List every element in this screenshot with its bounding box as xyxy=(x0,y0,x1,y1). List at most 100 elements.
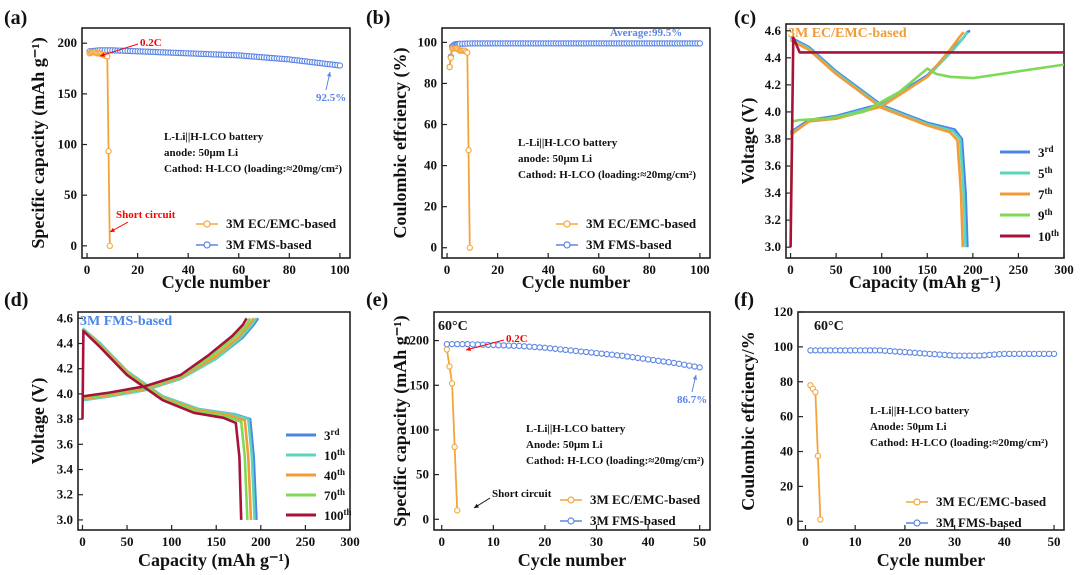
y-tick-label: 20 xyxy=(780,478,793,493)
data-point xyxy=(976,352,983,359)
battery-note: L-Li||H-LCO battery xyxy=(518,137,618,149)
data-point xyxy=(861,347,869,354)
data-point xyxy=(696,364,703,371)
data-point xyxy=(837,347,844,354)
data-point xyxy=(603,351,610,358)
data-point xyxy=(567,347,574,354)
data-point xyxy=(886,347,894,355)
legend-label: 3M EC/EMC-based xyxy=(590,492,701,507)
y-tick-label: 200 xyxy=(58,35,78,50)
data-point xyxy=(562,346,569,354)
data-point xyxy=(541,344,549,351)
y-tick-label: 150 xyxy=(410,377,430,392)
data-point xyxy=(1050,350,1058,358)
data-point xyxy=(986,351,993,359)
data-point xyxy=(443,341,451,348)
series-line xyxy=(446,349,459,511)
series-line xyxy=(448,42,700,68)
x-tick-label: 50 xyxy=(1048,534,1061,549)
series-line xyxy=(789,36,1064,248)
legend-label: 40th xyxy=(324,467,345,483)
y-tick-label: 100 xyxy=(774,339,794,354)
legend-label: 70th xyxy=(324,487,345,503)
y-tick-label: 200 xyxy=(410,333,430,348)
battery-note: L-Li||H-LCO battery xyxy=(870,405,970,417)
plot-frame xyxy=(797,311,1065,531)
legend-label: 3M FMS-based xyxy=(586,237,672,252)
x-tick-label: 40 xyxy=(998,534,1011,549)
x-axis-label: Cycle number xyxy=(518,550,626,570)
battery-note: Cathod: H-LCO (loading:≈20mg/cm²) xyxy=(164,163,342,175)
y-axis-label: Voltage (V) xyxy=(28,378,49,465)
data-point xyxy=(814,452,822,460)
data-point xyxy=(454,507,461,514)
y-tick-label: 100 xyxy=(410,422,430,437)
series-line xyxy=(82,317,252,399)
y-axis-label: Specific capacity (mAh g⁻¹) xyxy=(390,315,411,526)
data-point xyxy=(921,350,928,357)
y-tick-label: 50 xyxy=(64,187,77,202)
data-point xyxy=(598,350,605,357)
data-point xyxy=(876,347,884,354)
x-axis-label: Cycle number xyxy=(877,550,985,570)
data-point xyxy=(446,63,453,71)
data-point xyxy=(106,242,113,249)
battery-note: Cathod: H-LCO (loading:≈20mg/cm²) xyxy=(518,169,696,181)
y-axis-label: Coulombic effciency (%) xyxy=(390,48,411,239)
data-point xyxy=(1016,350,1023,358)
x-tick-label: 100 xyxy=(330,262,350,277)
x-tick-label: 30 xyxy=(590,534,603,549)
series-line xyxy=(789,63,1064,223)
x-axis-label: Cycle number xyxy=(522,272,630,292)
y-tick-label: 3.0 xyxy=(765,239,781,254)
data-point xyxy=(866,347,874,354)
data-point xyxy=(822,347,829,354)
data-point xyxy=(634,354,641,362)
y-tick-label: 20 xyxy=(424,199,437,214)
data-point xyxy=(991,351,998,358)
data-point xyxy=(593,349,600,357)
data-point xyxy=(459,341,466,348)
x-tick-label: 100 xyxy=(162,534,182,549)
legend-marker xyxy=(913,498,921,506)
data-point xyxy=(966,352,973,359)
panel-e: (e) 0 10 20 30 40 50 0 50 100 150 200 Cycle number Sp… xyxy=(366,289,711,570)
panel-title: 3M FMS-based xyxy=(80,314,172,329)
x-axis-label: Capacity (mAh g⁻¹) xyxy=(138,550,290,571)
x-tick-label: 0 xyxy=(438,534,445,549)
data-point xyxy=(896,348,904,355)
battery-note: Cathod: H-LCO (loading:≈20mg/cm²) xyxy=(870,437,1048,449)
y-tick-label: 3.4 xyxy=(765,185,782,200)
y-tick-label: 4.4 xyxy=(765,50,782,65)
data-point xyxy=(951,352,958,359)
x-tick-label: 100 xyxy=(690,262,710,277)
data-point xyxy=(856,347,864,354)
data-point xyxy=(842,347,849,354)
legend-label: 7th xyxy=(1038,186,1053,202)
retention-annotation: 92.5% xyxy=(316,92,346,104)
x-tick-label: 100 xyxy=(872,262,892,277)
data-point xyxy=(961,352,968,359)
y-tick-label: 3.4 xyxy=(57,462,74,477)
data-point xyxy=(552,345,559,352)
data-point xyxy=(1026,350,1033,358)
legend-marker xyxy=(563,220,571,228)
panel-label: (e) xyxy=(366,289,388,311)
rate-annotation: 0.2C xyxy=(506,333,528,345)
panel-title: 60°C xyxy=(814,319,844,334)
data-point xyxy=(443,346,451,353)
panel-title: 3M EC/EMC-based xyxy=(788,26,907,41)
legend-marker xyxy=(913,519,921,527)
data-point xyxy=(655,357,662,364)
y-tick-label: 4.2 xyxy=(765,77,781,92)
x-tick-label: 250 xyxy=(1009,262,1029,277)
x-tick-label: 20 xyxy=(538,534,551,549)
battery-note: anode: 50μm Li xyxy=(164,147,238,159)
plot-frame xyxy=(441,27,711,259)
y-tick-label: 60 xyxy=(424,117,437,132)
data-point xyxy=(681,361,688,368)
average-annotation: Average:99.5% xyxy=(610,27,682,39)
series-line xyxy=(81,329,243,520)
legend-marker xyxy=(563,241,571,249)
data-point xyxy=(911,349,918,356)
